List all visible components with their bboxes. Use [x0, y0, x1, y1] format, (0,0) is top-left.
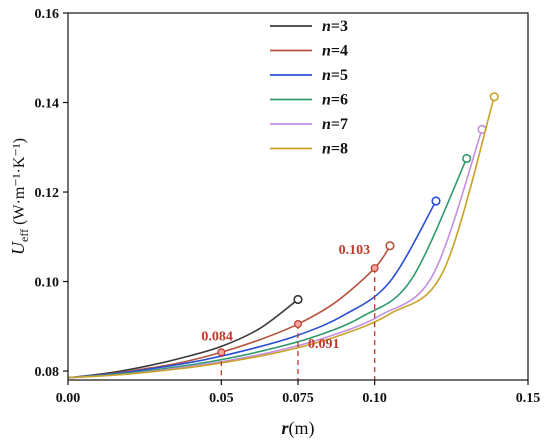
- y-axis-title-text: Ueff (W·m⁻¹·K⁻¹): [8, 138, 31, 255]
- legend-label: n=5: [322, 67, 348, 84]
- y-tick-label: 0.14: [35, 97, 60, 112]
- x-tick-label: 0.10: [362, 391, 387, 406]
- y-tick-label: 0.12: [35, 186, 60, 201]
- legend-label: n=6: [322, 92, 348, 109]
- legend-label: n=3: [322, 18, 348, 35]
- annotation-label: 0.084: [201, 329, 233, 344]
- axes: 0.00 0.05 0.075 0.10 0.15 0.08 0.10 0.12 0.14 0.1…: [8, 7, 540, 439]
- x-tick-label: 0.05: [209, 391, 234, 406]
- series-end-marker: [293, 294, 303, 305]
- series-end-marker: [462, 153, 472, 164]
- y-tick-label: 0.08: [35, 365, 60, 380]
- x-tick-label: 0.15: [516, 391, 541, 406]
- annotation-label: 0.091: [308, 337, 340, 352]
- x-tick-label: 0.075: [282, 391, 314, 406]
- annotation-layer: 0.084 0.091 0.103: [201, 243, 379, 380]
- series-end-marker: [489, 92, 499, 102]
- legend-label: n=7: [322, 116, 348, 133]
- series-end-marker: [431, 196, 441, 206]
- annotation-label: 0.103: [339, 243, 371, 258]
- plot-layer: [67, 92, 499, 379]
- annotation-marker: [370, 264, 379, 273]
- y-tick-label: 0.10: [35, 276, 60, 291]
- annotation-marker: [217, 348, 226, 357]
- y-axis-title: Ueff (W·m⁻¹·K⁻¹): [8, 138, 31, 255]
- series-line: [67, 298, 299, 379]
- x-tick-label: 0.00: [56, 391, 81, 406]
- legend-label: n=8: [322, 141, 348, 158]
- x-axis-title: r(m): [281, 418, 314, 439]
- series-line: [67, 200, 437, 379]
- series-end-marker: [385, 241, 395, 251]
- legend: n=3 n=4 n=5 n=6 n=7 n=8: [270, 18, 348, 158]
- legend-label: n=4: [322, 43, 348, 60]
- series-line: [67, 158, 468, 379]
- series-line: [67, 129, 483, 379]
- y-tick-label: 0.16: [35, 7, 60, 22]
- annotation-marker: [294, 320, 303, 329]
- series-line: [67, 96, 496, 379]
